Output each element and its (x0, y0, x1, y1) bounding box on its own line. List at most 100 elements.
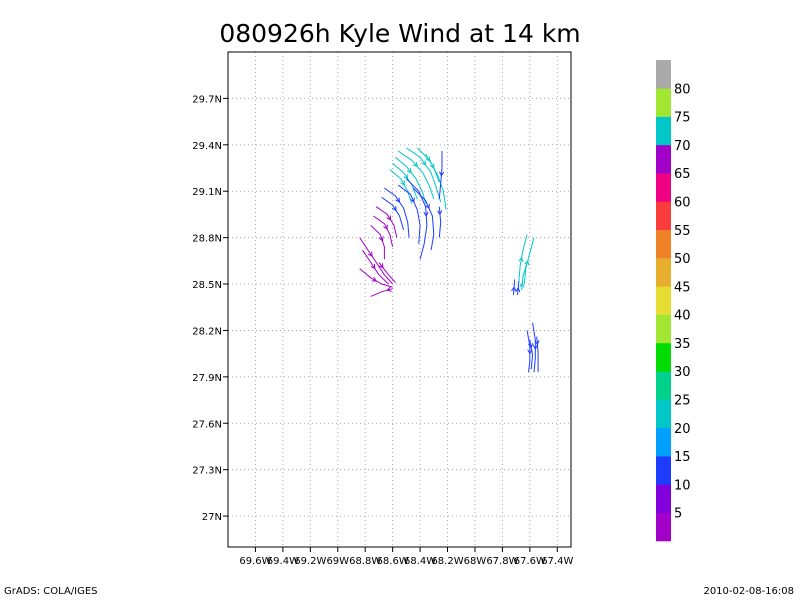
colorbar-label: 5 (674, 507, 682, 522)
streamline (416, 147, 447, 210)
streamline-arrowhead (406, 168, 412, 174)
streamline-arrowhead (370, 264, 376, 270)
streamline-arrowhead (386, 215, 392, 221)
colorbar-label: 25 (674, 394, 691, 409)
y-tick-label: 28.2N (192, 326, 222, 337)
colorbar-label: 60 (674, 196, 691, 211)
streamline (523, 237, 535, 285)
colorbar-label: 55 (674, 224, 691, 239)
streamline-arrowhead (391, 206, 397, 212)
colorbar-label: 40 (674, 309, 691, 324)
colorbar-label: 35 (674, 337, 691, 352)
y-tick-label: 29.7N (192, 94, 222, 105)
x-tick-label: 68.2W (431, 556, 463, 567)
streamline-arrowhead (527, 349, 533, 355)
grid-lines (228, 52, 571, 547)
streamline-arrowhead (378, 236, 384, 242)
streamline-arrowhead (395, 197, 401, 203)
streamline-arrowhead (518, 256, 524, 263)
colorbar-swatch (656, 88, 671, 117)
y-tick-label: 29.1N (192, 187, 222, 198)
x-tick-label: 68.4W (404, 556, 436, 567)
streamline-arrowhead (519, 282, 525, 288)
colorbar-legend: 5 10 15 20 25 30 35 40 45 50 55 60 65 70 75 80 (656, 60, 691, 542)
colorbar-swatch (656, 456, 671, 485)
y-tick-label: 27.3N (192, 466, 222, 477)
colorbar-swatch (656, 229, 671, 259)
streamline (406, 147, 442, 203)
colorbar-swatch (656, 427, 671, 457)
colorbar-label: 10 (674, 478, 691, 493)
y-tick-label: 29.4N (192, 141, 222, 152)
streamline (395, 156, 427, 204)
streamline (378, 262, 396, 283)
streamline-arrowhead (425, 156, 431, 162)
y-tick-label: 27N (202, 512, 222, 523)
colorbar-label: 70 (674, 139, 691, 154)
streamlines (359, 147, 540, 373)
streamline-arrowhead (511, 286, 517, 292)
streamline-arrowhead (532, 344, 538, 351)
streamline (425, 153, 440, 183)
colorbar-swatch (656, 484, 671, 513)
x-tick-label: 69.4W (267, 556, 299, 567)
y-tick-label: 28.5N (192, 280, 222, 291)
colorbar-swatch (656, 286, 671, 315)
colorbar-swatch (656, 512, 671, 542)
streamline-arrowhead (524, 259, 530, 266)
streamline-arrowhead (386, 286, 392, 292)
streamline (529, 339, 534, 370)
x-tick-label: 68.8W (349, 556, 381, 567)
streamline-arrowhead (367, 251, 373, 258)
colorbar-swatch (656, 371, 671, 400)
colorbar-label: 65 (674, 167, 691, 182)
streamline-arrowhead (534, 340, 540, 346)
chart-title: 080926h Kyle Wind at 14 km (219, 19, 580, 48)
streamline-arrowhead (400, 180, 405, 186)
streamline (392, 163, 418, 200)
streamline (359, 237, 393, 285)
colorbar-swatch (656, 258, 671, 287)
streamline-arrowhead (528, 343, 534, 349)
plot-frame (227, 51, 572, 548)
streamline (397, 184, 421, 244)
x-tick-label: 68W (464, 556, 487, 567)
colorbar-swatch (656, 173, 671, 202)
y-tick-label: 27.6N (192, 419, 222, 430)
colorbar-label: 80 (674, 82, 691, 97)
streamline (412, 187, 435, 251)
colorbar-label: 20 (674, 422, 691, 437)
colorbar-swatch (656, 342, 671, 372)
streamline-arrowhead (421, 160, 427, 166)
x-tick-label: 67.4W (541, 556, 573, 567)
streamline-arrowhead (423, 211, 429, 218)
y-tick-label: 28.8N (192, 234, 222, 245)
streamline (518, 234, 528, 281)
streamline-arrowhead (410, 197, 415, 204)
x-tick-label: 67.8W (486, 556, 518, 567)
streamline-arrowhead (383, 224, 388, 231)
streamline-arrowhead (403, 174, 409, 180)
streamline-arrowhead (378, 263, 384, 269)
y-axis-ticks: 27N 27.3N 27.6N 27.9N 28.2N 28.5N 28.8N 29.1N 29… (192, 94, 228, 523)
streamline (438, 206, 442, 238)
render-timestamp: 2010-02-08-16:08 (703, 586, 794, 597)
streamline (536, 336, 539, 373)
streamline (397, 150, 435, 200)
colorbar-swatch (656, 314, 671, 344)
colorbar-swatch (656, 116, 671, 146)
colorbar-label: 50 (674, 252, 691, 267)
colorbar-label: 15 (674, 450, 691, 465)
colorbar-swatch (656, 201, 671, 231)
streamline-arrowhead (371, 276, 378, 282)
x-tick-label: 69W (326, 556, 349, 567)
colorbar-label: 45 (674, 280, 691, 295)
colorbar-swatch (656, 399, 671, 429)
streamline-arrowhead (425, 203, 430, 210)
x-tick-label: 67.6W (514, 556, 546, 567)
streamline-arrowhead (437, 210, 443, 216)
colorbar-label: 30 (674, 365, 691, 380)
colorbar-swatch (656, 60, 671, 89)
